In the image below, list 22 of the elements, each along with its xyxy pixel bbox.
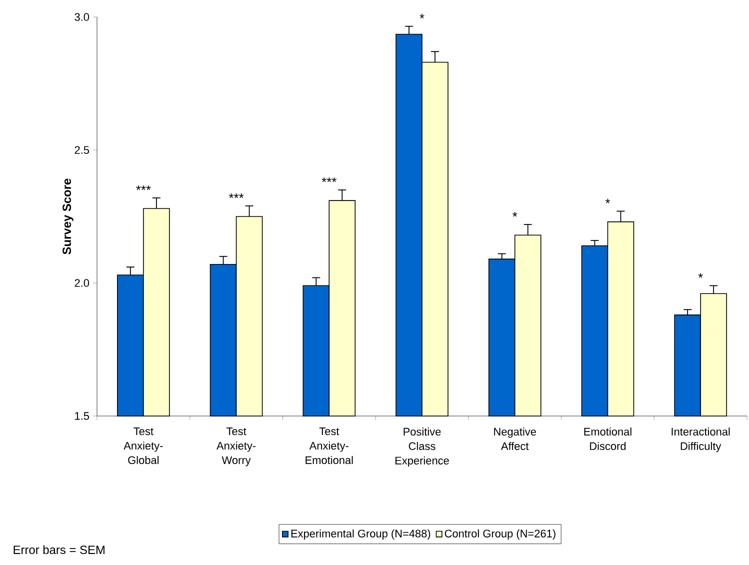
annotation: *** bbox=[322, 177, 337, 182]
y-axis-title: Survey Score bbox=[62, 178, 74, 254]
x-tick-label: Emotional Discord bbox=[584, 428, 632, 450]
x-tick-label: Positive Class Experience bbox=[395, 428, 449, 467]
x-tick-label: Interactional Difficulty bbox=[672, 428, 730, 452]
x-tick-label: Negative Affect bbox=[494, 428, 536, 450]
annotation: *** bbox=[228, 193, 244, 198]
annotation: * bbox=[420, 14, 424, 18]
y-tick-label: 1.5 bbox=[75, 412, 90, 420]
y-tick-label: 2.0 bbox=[74, 279, 90, 287]
legend-label: Control Group (N=261) bbox=[444, 529, 556, 540]
x-tick-label: Test Anxiety-Global bbox=[124, 428, 163, 464]
x-tick-label: Test Anxiety-Worry bbox=[216, 428, 256, 466]
annotation: *** bbox=[136, 185, 151, 190]
legend-label: Experimental Group (N=488) bbox=[291, 529, 430, 540]
text: Error bars = SEM bbox=[14, 545, 104, 554]
x-tick-label: Test Anxiety-Emotional bbox=[306, 428, 353, 464]
y-tick-label: 2.5 bbox=[74, 146, 90, 154]
y-tick-label: 3.0 bbox=[74, 13, 90, 21]
annotation: * bbox=[605, 198, 610, 204]
annotation: * bbox=[698, 273, 703, 278]
annotation: * bbox=[512, 212, 518, 217]
